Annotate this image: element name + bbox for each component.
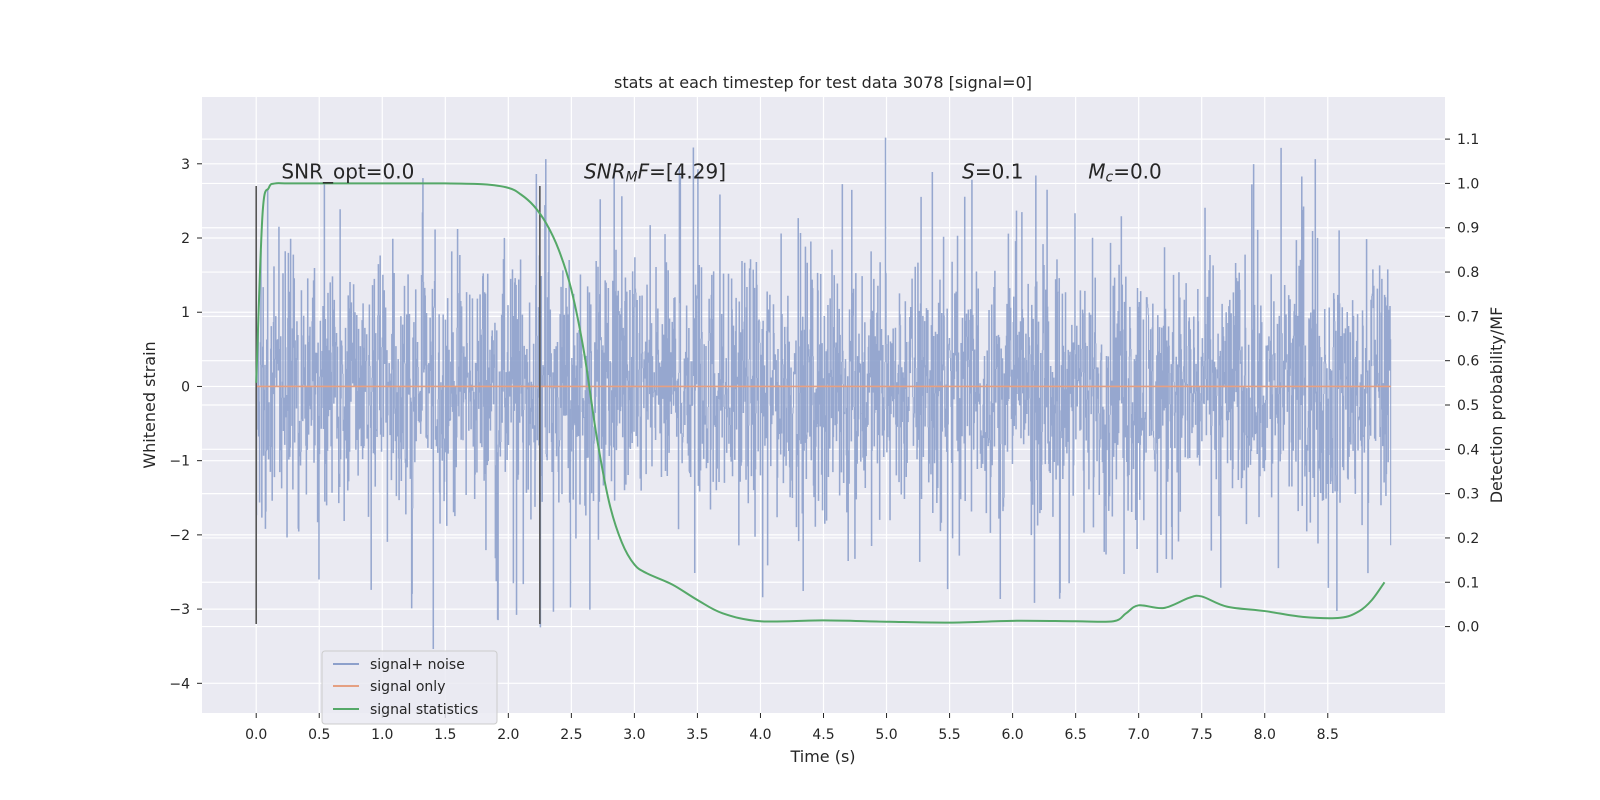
statistics-series-line	[255, 182, 1386, 624]
y-tick-label: 2	[181, 231, 190, 247]
x-tick-label: 8.5	[1317, 727, 1339, 743]
y2-axis-title: Detection probability/MF	[1487, 307, 1506, 504]
y2-tick-label: 0.9	[1457, 221, 1479, 237]
y-tick-label: 0	[181, 379, 190, 395]
x-tick-label: 3.5	[686, 727, 708, 743]
annotation-snr-mf: SNRMF=[4.29]	[584, 160, 726, 186]
annotation-mc-value: Mc=0.0	[1088, 160, 1162, 186]
x-tick-label: 6.5	[1064, 727, 1086, 743]
x-tick-label: 3.0	[623, 727, 645, 743]
x-tick-label: 4.5	[812, 727, 834, 743]
legend-box	[321, 650, 498, 725]
y2-tick-label: 0.7	[1457, 309, 1479, 325]
x-tick-label: 2.0	[497, 727, 519, 743]
x-tick-label: 1.0	[371, 727, 393, 743]
annotation-s-value: S=0.1	[962, 160, 1023, 184]
y-tick-label: −3	[169, 602, 190, 618]
chart-title: stats at each timestep for test data 307…	[614, 73, 1032, 92]
x-tick-label: 4.0	[749, 727, 771, 743]
y2-tick-label: 0.3	[1457, 487, 1479, 503]
x-tick-label: 6.0	[1001, 727, 1023, 743]
statistics-series-layer	[255, 182, 1386, 624]
y-ticks: −4 −3 −2 −1 0 1 2 3	[169, 157, 202, 692]
x-ticks: 0.0 0.5 1.0 1.5 2.0 2.5 3.0 3.5 4.0 4.5 5.0 5.5 6.0 6…	[245, 713, 1339, 743]
x-tick-label: 1.5	[434, 727, 456, 743]
x-tick-label: 7.5	[1191, 727, 1213, 743]
y-tick-label: 1	[181, 305, 190, 321]
y2-tick-label: 1.0	[1457, 176, 1479, 192]
y-tick-label: −1	[169, 454, 190, 470]
x-tick-label: 0.5	[308, 727, 330, 743]
x-tick-label: 5.0	[875, 727, 897, 743]
y-tick-label: 3	[181, 157, 190, 173]
legend-label-noise: signal+ noise	[370, 657, 465, 673]
legend-label-statistics: signal statistics	[370, 702, 478, 718]
x-tick-label: 2.5	[560, 727, 582, 743]
annotation-snr-opt: SNR_opt=0.0	[281, 160, 414, 184]
y2-tick-label: 0.2	[1457, 531, 1479, 547]
annotation-layer: SNR_opt=0.0 SNRMF=[4.29] S=0.1 Mc=0.0	[281, 160, 1161, 186]
y2-tick-label: 0.8	[1457, 265, 1479, 281]
y2-tick-label: 0.5	[1457, 398, 1479, 414]
y-tick-label: −4	[169, 676, 190, 692]
y-axis-title: Whitened strain	[140, 341, 159, 468]
x-tick-label: 7.0	[1128, 727, 1150, 743]
y2-tick-label: 0.0	[1457, 620, 1479, 636]
marker-layer	[255, 186, 541, 624]
legend-label-signal: signal only	[370, 679, 445, 695]
y2-ticks: 0.0 0.1 0.2 0.3 0.4 0.5 0.6 0.7 0.8 0.9 1.0 1.1	[1445, 132, 1479, 636]
legend: signal+ noise signal only signal statist…	[321, 650, 498, 725]
x-tick-label: 0.0	[245, 727, 267, 743]
y2-tick-label: 0.6	[1457, 354, 1479, 370]
x-tick-label: 8.0	[1254, 727, 1276, 743]
x-tick-label: 5.5	[938, 727, 960, 743]
y-tick-label: −2	[169, 528, 190, 544]
y2-tick-label: 1.1	[1457, 132, 1479, 148]
y2-tick-label: 0.1	[1457, 575, 1479, 591]
x-axis-title: Time (s)	[789, 747, 855, 766]
y2-tick-label: 0.4	[1457, 442, 1479, 458]
